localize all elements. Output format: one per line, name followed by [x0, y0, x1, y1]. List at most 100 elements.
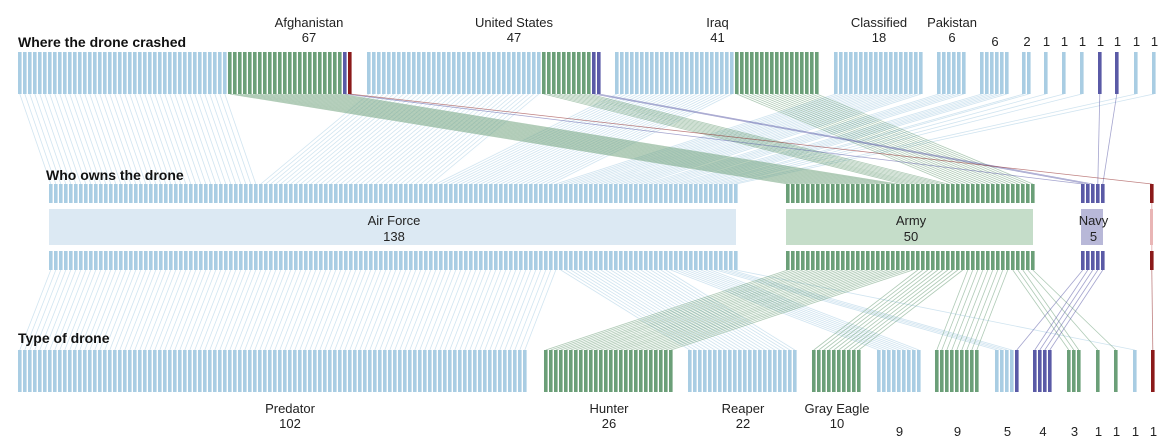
flow-line [545, 269, 788, 351]
flow-line [259, 93, 818, 185]
flow-line [1017, 269, 1075, 351]
types-bar [703, 350, 707, 392]
owner-bar-top [119, 184, 123, 203]
owner-bar-top [419, 184, 423, 203]
owner-bar-bottom [74, 251, 78, 270]
flow-line [680, 269, 889, 351]
owner-bar-bottom [499, 251, 503, 270]
crashed-bar [348, 52, 352, 94]
owner-bar-top [604, 184, 608, 203]
types-bar [1072, 350, 1076, 392]
crashed-bar [1098, 52, 1102, 94]
crashed-count: 1 [1133, 34, 1140, 49]
owner-bar-top [559, 184, 563, 203]
crashed-bar [864, 52, 868, 94]
crashed-bar [899, 52, 903, 94]
owner-bar-bottom [584, 251, 588, 270]
owner-bar-top [359, 184, 363, 203]
crashed-bar [427, 52, 431, 94]
types-bar [634, 350, 638, 392]
owner-bar-top [619, 184, 623, 203]
owner-bar-top [841, 184, 845, 203]
flow-line [756, 93, 973, 185]
flow-line [444, 269, 477, 351]
crashed-bar [492, 52, 496, 94]
owner-count: 138 [383, 229, 405, 244]
owner-bar-top [69, 184, 73, 203]
flow-line [796, 93, 1013, 185]
types-bar [293, 350, 297, 392]
owner-bar-bottom [414, 251, 418, 270]
types-bar [733, 350, 737, 392]
flow-line [670, 269, 913, 351]
types-bar [453, 350, 457, 392]
owner-bar-top [786, 184, 790, 203]
owner-bar-top [896, 184, 900, 203]
owner-bar-bottom [234, 251, 238, 270]
crashed-bar [557, 52, 561, 94]
flow-line [339, 93, 898, 185]
owner-bar-bottom [624, 251, 628, 270]
flow-line [1039, 269, 1094, 351]
crashed-bar [173, 52, 177, 94]
owner-bar-top [866, 184, 870, 203]
owner-bar-bottom [514, 251, 518, 270]
flow-line [605, 93, 886, 185]
flow-line [590, 269, 833, 351]
flow-line [104, 269, 137, 351]
owner-bar-top [249, 184, 253, 203]
crashed-bar [800, 52, 804, 94]
types-bar [574, 350, 578, 392]
flow-line [1022, 269, 1080, 351]
owner-bar-top [154, 184, 158, 203]
flow-line [244, 93, 803, 185]
owner-bar-top [369, 184, 373, 203]
owner-bar-top [494, 184, 498, 203]
flow-line [204, 269, 237, 351]
flow-line [1012, 269, 1070, 351]
types-bar [73, 350, 77, 392]
crashed-count: 1 [1097, 34, 1104, 49]
owner-bar-bottom [619, 251, 623, 270]
flow-line [588, 93, 948, 185]
types-bar [208, 350, 212, 392]
types-bar [912, 350, 916, 392]
types-bar [383, 350, 387, 392]
flow-line [630, 269, 761, 351]
crashed-bar [1000, 52, 1004, 94]
crashed-bar [720, 52, 724, 94]
flow-line [741, 93, 958, 185]
flow-line [405, 93, 515, 185]
flow-line [625, 269, 756, 351]
owner-bar-top [976, 184, 980, 203]
flow-line [595, 269, 838, 351]
flow-line [274, 93, 833, 185]
owner-bar-top [564, 184, 568, 203]
flow-line [365, 93, 475, 185]
crashed-bar [909, 52, 913, 94]
flow-line [578, 93, 938, 185]
types-bar [965, 350, 969, 392]
flow-line [219, 93, 252, 185]
owner-bar-top [349, 184, 353, 203]
owner-bar-top [816, 184, 820, 203]
owner-bar-bottom [811, 251, 815, 270]
types-bar [793, 350, 797, 392]
crashed-bar [432, 52, 436, 94]
types-count: 26 [602, 416, 616, 431]
owner-bar-top [344, 184, 348, 203]
flow-line [124, 269, 157, 351]
flow-line [545, 93, 727, 185]
types-bar [418, 350, 422, 392]
flow-line [449, 269, 482, 351]
owner-bar-bottom [1086, 251, 1090, 270]
types-bar [123, 350, 127, 392]
owner-bar-top [509, 184, 513, 203]
flow-line [848, 269, 954, 351]
owner-bar-top [846, 184, 850, 203]
flow-line [369, 269, 402, 351]
types-bar [728, 350, 732, 392]
owner-bar-top [479, 184, 483, 203]
owner-bar-bottom [459, 251, 463, 270]
crashed-bar [552, 52, 556, 94]
